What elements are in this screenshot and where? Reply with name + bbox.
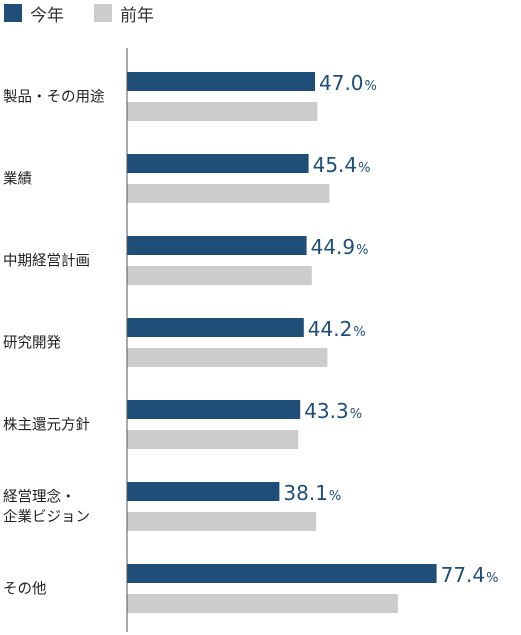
legend-swatch-current (4, 4, 22, 22)
bar-previous (127, 348, 328, 367)
category-label: 業績 (3, 171, 32, 188)
bar-current (127, 318, 304, 337)
bar-current (127, 236, 307, 255)
value-label-number: 43.3 (304, 399, 349, 423)
bar-previous (127, 512, 317, 531)
value-label: 38.1% (283, 481, 341, 505)
category-label: 中期経営計画 (3, 253, 90, 270)
bar-previous (127, 594, 398, 613)
category-label: 製品・その用途 (3, 89, 105, 106)
category-label: 企業ビジョン (3, 508, 90, 526)
legend-item-previous: 前年 (94, 1, 154, 26)
category-label: 株主還元方針 (3, 417, 90, 434)
bar-previous (127, 430, 299, 449)
value-label-number: 77.4 (441, 563, 486, 587)
value-label-unit: % (350, 407, 362, 422)
value-label-number: 47.0 (319, 71, 364, 95)
category-label: 研究開発 (3, 335, 61, 352)
value-label-unit: % (358, 161, 370, 176)
value-label-number: 45.4 (313, 153, 358, 177)
category-label: 経営理念・ (3, 488, 76, 506)
value-label: 45.4% (313, 153, 371, 177)
value-label: 43.3% (304, 399, 362, 423)
legend: 今年 前年 (4, 1, 184, 26)
bar-current (127, 72, 315, 91)
legend-swatch-previous (94, 4, 112, 22)
bar-current (127, 482, 280, 501)
value-label-unit: % (329, 489, 341, 504)
value-label-number: 44.9 (311, 235, 356, 259)
value-label-number: 44.2 (308, 317, 353, 341)
value-label: 44.9% (311, 235, 369, 259)
value-label-unit: % (365, 79, 377, 94)
legend-item-current: 今年 (4, 1, 64, 26)
value-label: 77.4% (441, 563, 499, 587)
category-label: その他 (3, 581, 47, 598)
bar-current (127, 564, 437, 583)
value-label-unit: % (356, 243, 368, 258)
bar-current (127, 154, 309, 173)
bar-previous (127, 266, 312, 285)
value-label: 47.0% (319, 71, 377, 95)
value-label-unit: % (486, 571, 498, 586)
value-label-number: 38.1 (283, 481, 328, 505)
legend-label-previous: 前年 (120, 5, 154, 26)
value-label: 44.2% (308, 317, 366, 341)
bar-previous (127, 184, 330, 203)
legend-label-current: 今年 (30, 5, 64, 26)
bar-previous (127, 102, 318, 121)
bar-current (127, 400, 301, 419)
value-label-unit: % (353, 325, 365, 340)
